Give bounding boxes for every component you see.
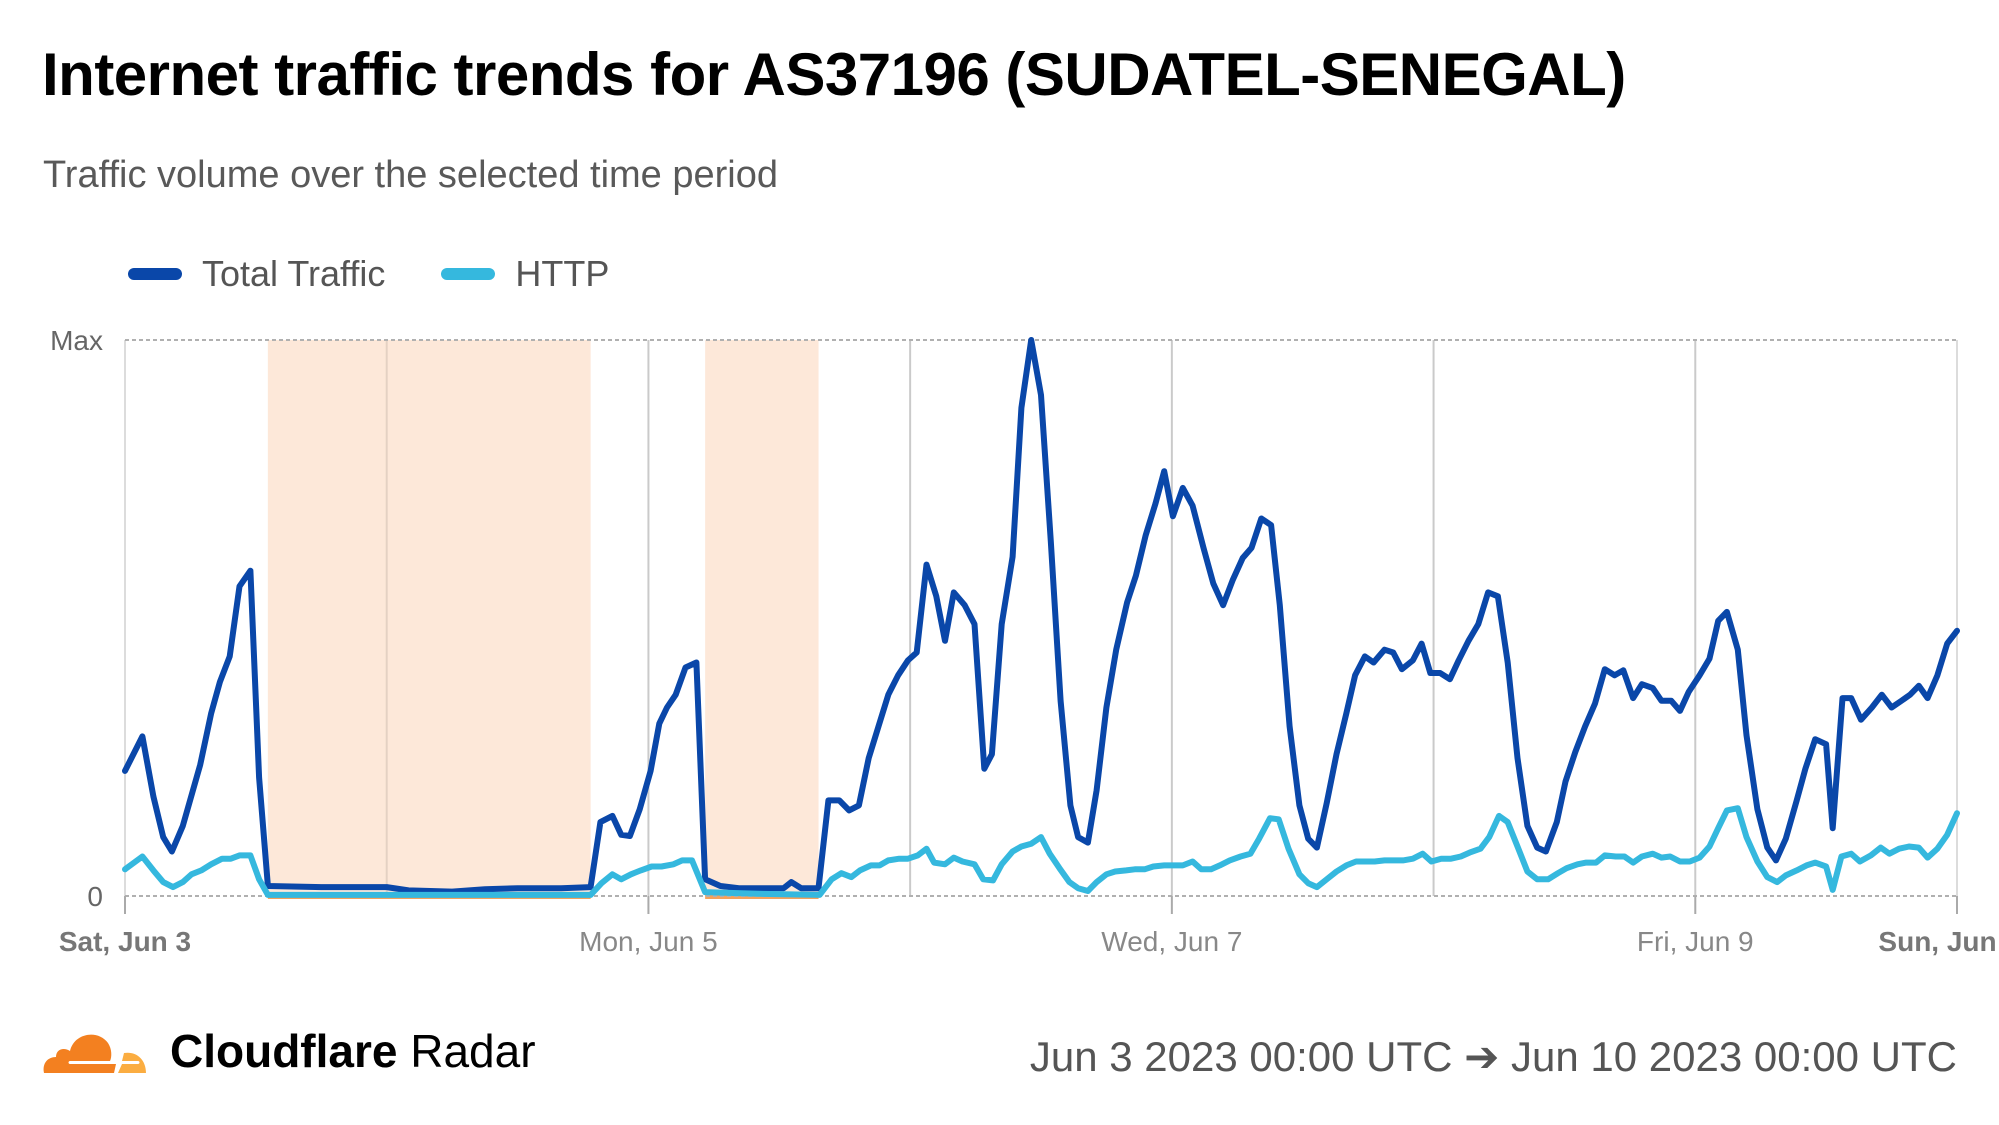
legend-item-http[interactable]: HTTP (441, 253, 609, 295)
x-tick-label: Wed, Jun 7 (1101, 926, 1242, 957)
y-tick-label: 0 (87, 881, 103, 912)
y-tick-label: Max (50, 325, 103, 356)
x-tick-label: Sun, Jun 10 (1878, 926, 1999, 957)
brand-name-light: Radar (410, 1025, 536, 1077)
brand-name-bold: Cloudflare (170, 1025, 398, 1077)
legend-swatch-http (441, 268, 496, 280)
x-tick-label: Fri, Jun 9 (1637, 926, 1754, 957)
outage-period-shade (267, 340, 591, 896)
x-tick-label: Mon, Jun 5 (579, 926, 718, 957)
page-title: Internet traffic trends for AS37196 (SUD… (42, 41, 1626, 108)
outage-period-shade (705, 340, 819, 896)
brand-name: Cloudflare Radar (170, 1024, 536, 1078)
cloudflare-radar-logo[interactable]: Cloudflare Radar (42, 1024, 536, 1078)
date-range: Jun 3 2023 00:00 UTC ➔ Jun 10 2023 00:00… (1029, 1033, 1957, 1080)
x-tick-label: Sat, Jun 3 (59, 926, 191, 957)
cloudflare-cloud-icon (43, 1034, 146, 1073)
legend-swatch-total-traffic (128, 268, 182, 280)
series-line-total-traffic (122, 337, 1960, 895)
legend-item-total-traffic[interactable]: Total Traffic (128, 253, 385, 295)
legend-label-http: HTTP (515, 253, 610, 294)
legend-label-total-traffic: Total Traffic (202, 253, 386, 294)
series-line-http (122, 805, 1960, 898)
chart-legend: Total Traffic HTTP (128, 252, 665, 296)
page-subtitle: Traffic volume over the selected time pe… (43, 154, 779, 196)
